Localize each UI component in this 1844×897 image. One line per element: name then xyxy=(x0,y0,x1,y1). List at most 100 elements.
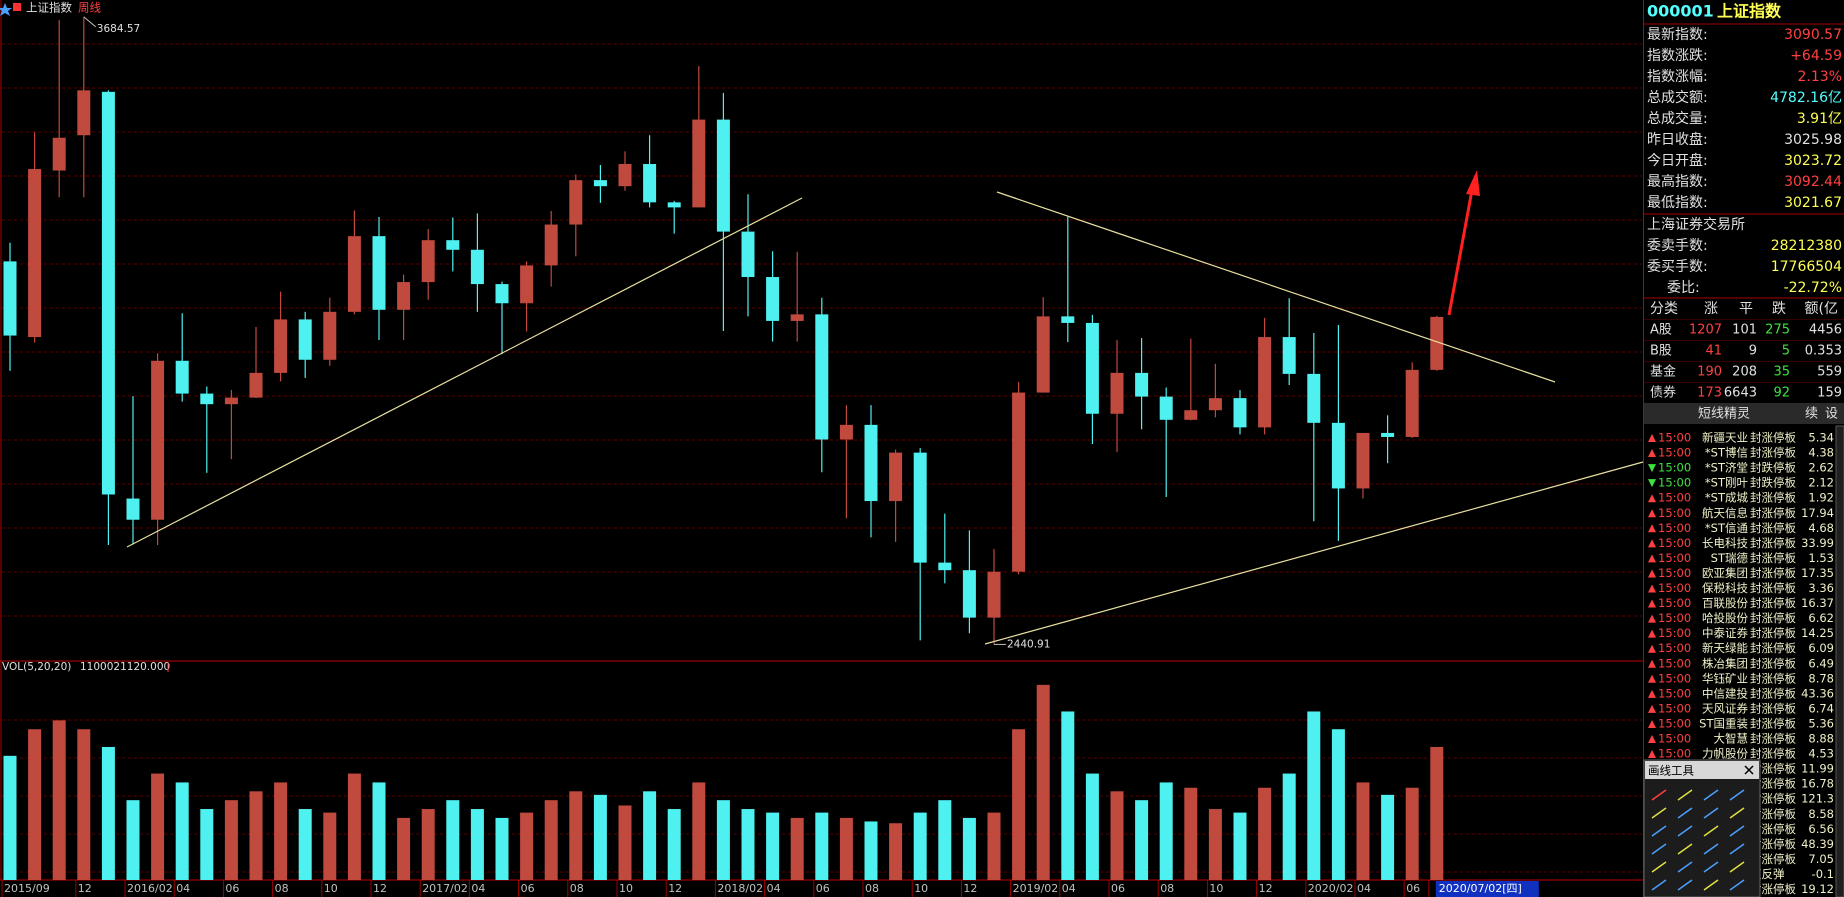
quote-value: 4782.16亿 xyxy=(1770,90,1842,106)
tool-icon[interactable] xyxy=(1651,807,1667,819)
list-name: 新天绿能 xyxy=(1702,641,1748,655)
list-name: ST国重装 xyxy=(1699,716,1748,730)
list-value: 16.37 xyxy=(1801,596,1834,610)
tool-icon[interactable] xyxy=(1651,861,1667,873)
list-time: 15:00 xyxy=(1658,716,1691,730)
tool-icon[interactable] xyxy=(1703,879,1719,891)
list-time: 15:00 xyxy=(1658,656,1691,670)
candle-body xyxy=(1331,422,1345,489)
candle-body xyxy=(224,397,238,405)
volume-bar xyxy=(1184,787,1198,880)
table-cell: 275 xyxy=(1765,323,1790,338)
volume-bar xyxy=(347,773,361,880)
tool-icon[interactable] xyxy=(1651,879,1667,891)
candle-body xyxy=(28,169,42,338)
table-cell: 1207 xyxy=(1689,323,1722,338)
volume-bar xyxy=(1159,782,1173,880)
volume-bar xyxy=(446,800,460,880)
x-tick-label: 2019/02 xyxy=(1013,882,1059,895)
candle-body xyxy=(1405,369,1419,437)
volume-bar xyxy=(249,791,263,880)
list-value: 14.25 xyxy=(1801,626,1834,640)
tool-icon[interactable] xyxy=(1677,843,1693,855)
close-button[interactable] xyxy=(1744,765,1754,775)
table-cell: 基金 xyxy=(1650,364,1676,380)
list-event: 封涨停板 xyxy=(1750,882,1796,896)
volume-bar xyxy=(323,812,337,880)
list-name: 华钰矿业 xyxy=(1702,671,1748,685)
candle-body xyxy=(495,284,509,304)
volume-bar xyxy=(298,809,312,880)
list-time: 15:00 xyxy=(1658,732,1691,746)
list-time: 15:00 xyxy=(1658,581,1691,595)
tool-icon[interactable] xyxy=(1651,789,1667,801)
quote-label: 今日开盘: xyxy=(1647,152,1708,169)
tool-icon[interactable] xyxy=(1703,825,1719,837)
list-name: *ST刚叶 xyxy=(1705,476,1749,490)
volume-bar xyxy=(643,791,657,880)
list-value: 121.3 xyxy=(1801,792,1834,806)
x-tick-label: 2015/09 xyxy=(4,882,50,895)
x-tick-label: 04 xyxy=(176,882,190,895)
list-name: 中泰证券 xyxy=(1702,626,1748,640)
list-event: 封涨停板 xyxy=(1750,837,1796,851)
tool-icon[interactable] xyxy=(1651,825,1667,837)
tool-icon[interactable] xyxy=(1651,843,1667,855)
candle-body xyxy=(1282,337,1296,374)
tool-icon[interactable] xyxy=(1703,807,1719,819)
candle-body xyxy=(3,261,17,336)
drawing-tools-window[interactable]: 画线工具 xyxy=(1643,759,1761,897)
candle-body xyxy=(1110,372,1124,414)
candle-body xyxy=(667,202,681,208)
tool-icon[interactable] xyxy=(1677,825,1693,837)
candle-body xyxy=(1184,410,1198,420)
quote-label: 最低指数: xyxy=(1647,195,1708,211)
list-event: 封涨停板 xyxy=(1750,762,1796,776)
volume-bar xyxy=(1233,812,1247,880)
table-header: 平 xyxy=(1739,301,1753,317)
quote-label: 委卖手数: xyxy=(1647,238,1708,254)
trend-marker xyxy=(1648,689,1656,698)
tool-icon[interactable] xyxy=(1729,807,1745,819)
list-button[interactable]: 设 xyxy=(1825,407,1838,422)
list-event: 封涨停板 xyxy=(1750,732,1796,746)
x-tick-label: 2020/02 xyxy=(1308,882,1354,895)
volume-bar xyxy=(864,821,878,880)
tool-icon[interactable] xyxy=(1703,843,1719,855)
tool-icon[interactable] xyxy=(1677,861,1693,873)
tool-icon[interactable] xyxy=(1677,789,1693,801)
tool-icon[interactable] xyxy=(1677,807,1693,819)
tool-icon[interactable] xyxy=(1703,861,1719,873)
high-marker xyxy=(83,16,97,28)
candle-body xyxy=(372,236,386,310)
list-value: 4.38 xyxy=(1808,446,1834,460)
tool-icon[interactable] xyxy=(1729,843,1745,855)
x-tick-label: 08 xyxy=(865,882,879,895)
candle-body xyxy=(962,570,976,618)
x-tick-label: 10 xyxy=(1209,882,1223,895)
quote-label: 最新指数: xyxy=(1647,27,1708,43)
list-button[interactable]: 续 xyxy=(1805,407,1818,422)
candle-body xyxy=(126,498,140,520)
volume-bar xyxy=(1258,787,1272,880)
table-header: 涨 xyxy=(1704,301,1718,317)
volume-bar xyxy=(667,809,681,880)
candle-body xyxy=(298,319,312,360)
tool-icon[interactable] xyxy=(1703,789,1719,801)
volume-bar xyxy=(1135,800,1149,880)
tool-icon[interactable] xyxy=(1729,879,1745,891)
list-value: 8.58 xyxy=(1808,807,1834,821)
tool-icon[interactable] xyxy=(1729,789,1745,801)
x-tick-label: 06 xyxy=(1111,882,1125,895)
candle-body xyxy=(77,90,91,136)
tool-icon[interactable] xyxy=(1677,879,1693,891)
volume-bar xyxy=(962,817,976,880)
list-event: 封涨停板 xyxy=(1750,581,1796,595)
x-tick-label: 10 xyxy=(914,882,928,895)
volume-bar xyxy=(28,729,42,880)
table-header: 跌 xyxy=(1772,301,1786,317)
candle-body xyxy=(397,282,411,310)
tool-icon[interactable] xyxy=(1729,861,1745,873)
scrollbar[interactable] xyxy=(1835,425,1844,897)
tool-icon[interactable] xyxy=(1729,825,1745,837)
